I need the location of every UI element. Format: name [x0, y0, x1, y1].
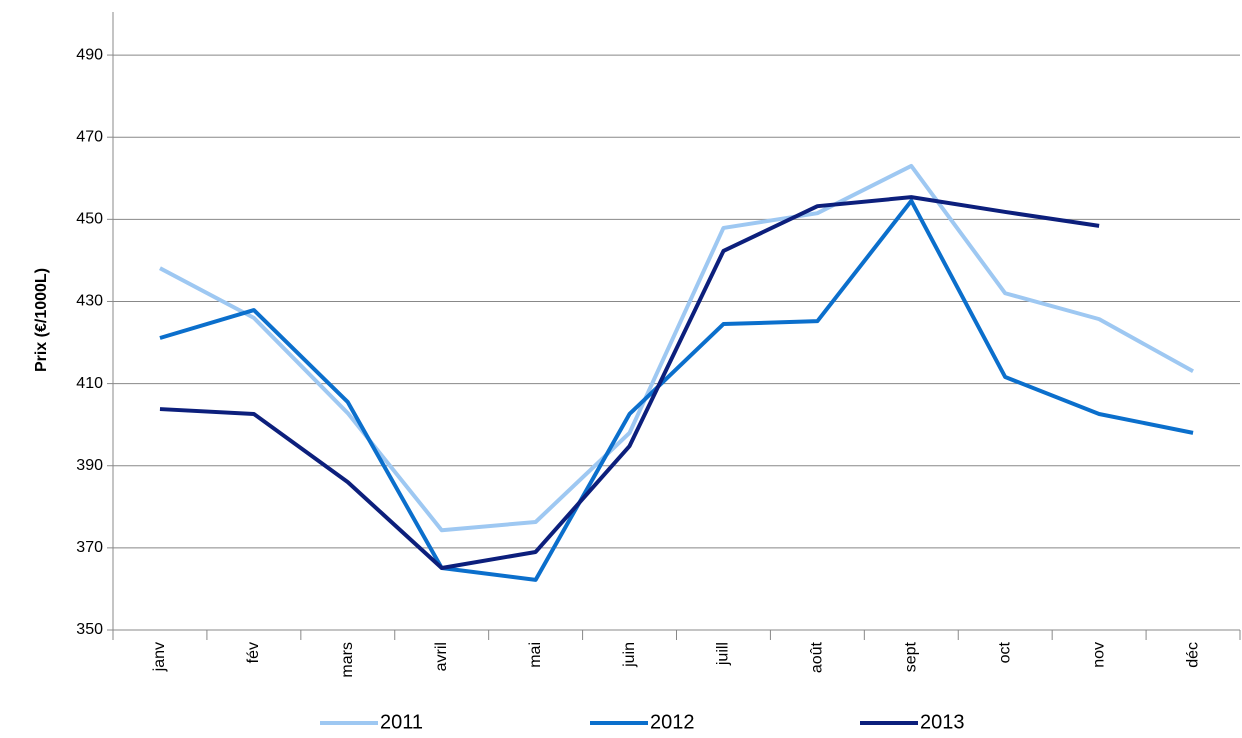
- x-tick-label: déc: [1184, 642, 1201, 668]
- x-tick-label: juin: [621, 642, 638, 668]
- x-tick-label: nov: [1090, 642, 1107, 668]
- x-tick-label: janv: [151, 642, 168, 672]
- y-tick-label: 430: [76, 293, 103, 310]
- legend-label: 2013: [920, 711, 965, 733]
- x-tick-label: fév: [245, 642, 262, 663]
- x-tick-label: mars: [339, 642, 356, 678]
- y-axis-label: Prix (€/1000L): [33, 268, 50, 372]
- y-tick-label: 490: [76, 46, 103, 63]
- y-tick-label: 390: [76, 457, 103, 474]
- x-tick-label: avril: [433, 642, 450, 671]
- series-line: [159, 198, 1194, 582]
- x-tick-label: juill: [715, 642, 732, 666]
- legend-label: 2011: [380, 711, 423, 733]
- series-line: [159, 195, 1100, 570]
- y-tick-label: 350: [76, 621, 103, 638]
- x-tick-label: août: [809, 641, 826, 673]
- y-tick-label: 370: [76, 539, 103, 556]
- y-tick-label: 410: [76, 375, 103, 392]
- y-tick-label: 470: [76, 128, 103, 145]
- x-tick-label: sept: [903, 641, 920, 672]
- x-tick-label: oct: [996, 641, 1013, 663]
- legend-label: 2012: [650, 711, 695, 733]
- series-line: [159, 163, 1195, 533]
- y-tick-label: 450: [76, 211, 103, 228]
- x-tick-label: mai: [527, 642, 544, 668]
